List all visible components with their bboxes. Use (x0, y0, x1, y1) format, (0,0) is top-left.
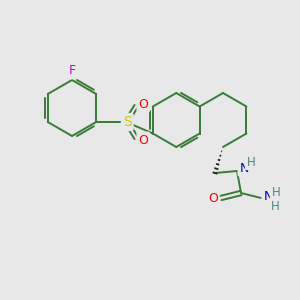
Text: F: F (68, 64, 76, 77)
Text: H: H (247, 155, 255, 169)
Text: H: H (271, 200, 279, 212)
Text: N: N (263, 190, 273, 202)
Text: O: O (138, 134, 148, 146)
Text: H: H (272, 187, 280, 200)
Text: O: O (138, 98, 148, 110)
Text: O: O (208, 193, 218, 206)
Text: S: S (123, 115, 132, 129)
Text: N: N (239, 161, 249, 175)
